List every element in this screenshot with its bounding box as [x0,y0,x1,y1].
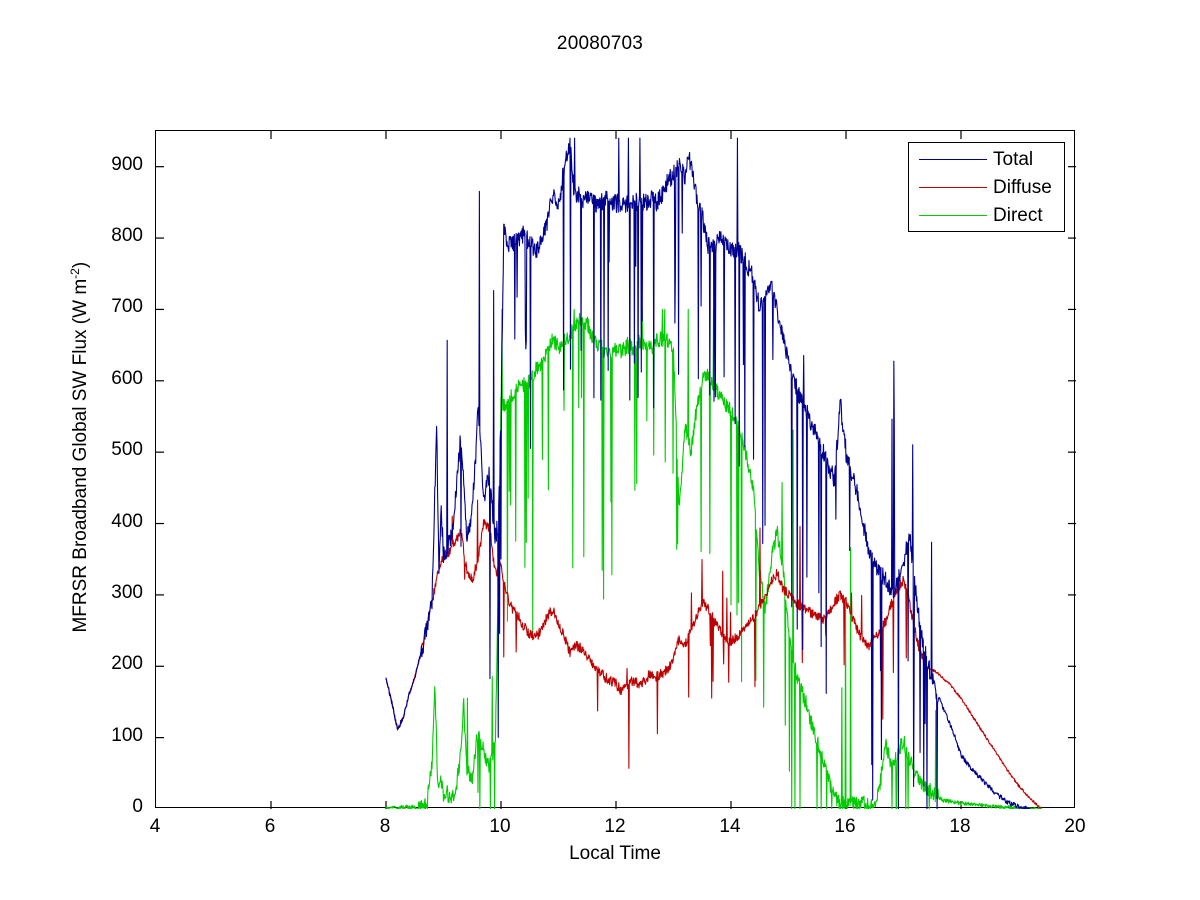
y-axis-label-suffix: ) [70,261,92,269]
series-line-diffuse [385,499,1043,809]
y-tick-label: 100 [111,724,143,746]
y-tick-label: 200 [111,653,143,675]
legend-swatch-direct [919,215,987,216]
legend-swatch-diffuse [919,187,987,188]
plot-area [155,130,1076,809]
y-tick-label: 500 [111,439,143,461]
y-tick-label: 900 [111,153,143,175]
x-tick-label: 8 [379,816,391,837]
x-tick-label: 12 [604,816,626,837]
data-series-group [385,137,1043,809]
legend-swatch-total [919,159,987,160]
y-tick-label: 300 [111,581,143,603]
x-axis-label: Local Time [569,843,661,864]
y-tick-label: 800 [111,225,143,247]
plot-svg [156,131,1076,809]
legend-label-diffuse: Diffuse [993,177,1052,198]
x-tick-label: 4 [149,816,161,837]
page-title: 20080703 [556,33,644,54]
y-tick-label: 700 [111,296,143,318]
y-tick-label: 600 [111,367,143,389]
axis-ticks [156,131,1076,809]
legend-entry-diffuse: Diffuse [909,173,1066,203]
y-tick-label: 0 [132,796,143,817]
x-tick-label: 16 [834,816,856,837]
x-tick-label: 20 [1064,816,1086,837]
legend-entry-direct: Direct [909,201,1066,231]
legend: Total Diffuse Direct [908,142,1065,232]
x-tick-label: 6 [264,816,276,837]
x-tick-label: 10 [489,816,511,837]
legend-label-direct: Direct [993,205,1043,226]
legend-label-total: Total [993,149,1034,170]
x-tick-label: 14 [719,816,741,837]
series-line-total [385,137,1031,809]
y-axis-label-exponent: -2 [67,268,82,279]
legend-entry-total: Total [909,145,1066,175]
x-tick-label: 18 [949,816,971,837]
y-tick-label: 400 [111,510,143,532]
